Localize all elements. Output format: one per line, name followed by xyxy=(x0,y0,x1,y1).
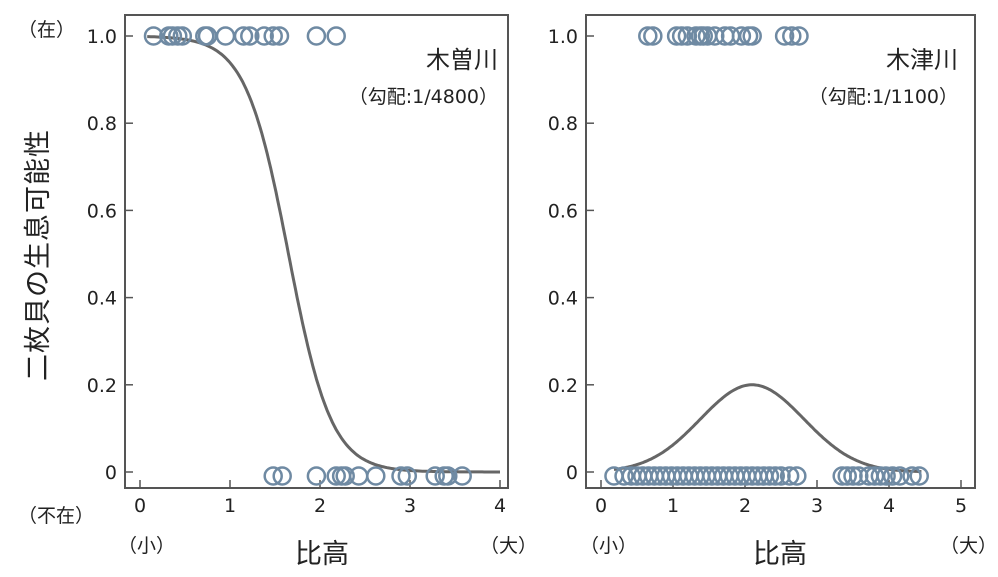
y-tick-label: 0.4 xyxy=(548,288,578,310)
absent-point xyxy=(452,466,472,486)
absent-point xyxy=(272,466,292,486)
x-tick-label: 4 xyxy=(883,495,895,517)
present-point xyxy=(215,26,236,46)
plot-frame xyxy=(124,14,509,489)
absent-point xyxy=(890,466,910,486)
present-label: （在） xyxy=(18,19,75,41)
present-point xyxy=(774,26,795,46)
present-point xyxy=(326,26,346,46)
chart-panel-1: 0 0.2 0.4 0.6 0.8 1.0 0 1 2 3 4 5 木津川 （勾配:1/1100） （小） （… xyxy=(548,14,997,570)
river-name: 木津川 xyxy=(886,46,958,74)
y-tick-label: 1.0 xyxy=(87,26,117,48)
absent-point xyxy=(326,466,346,486)
absent-label: （不在） xyxy=(18,505,94,527)
x-tick-label: 0 xyxy=(134,495,146,517)
y-tick-label: 0 xyxy=(566,462,578,484)
x-high-label: （大） xyxy=(940,535,997,557)
absent-point xyxy=(779,466,800,486)
absent-point xyxy=(902,466,922,486)
absent-point xyxy=(759,466,780,486)
absent-point xyxy=(787,466,807,486)
river-name: 木曽川 xyxy=(426,46,498,74)
present-point xyxy=(742,26,762,46)
y-tick-label: 0.6 xyxy=(548,200,578,222)
y-tick-label: 0.2 xyxy=(87,375,117,397)
x-tick-label: 5 xyxy=(955,495,967,517)
y-tick-label: 0 xyxy=(105,462,117,484)
present-point xyxy=(782,26,802,46)
x-tick-label: 4 xyxy=(494,495,506,517)
x-high-label: （大） xyxy=(480,535,537,557)
absent-point xyxy=(604,466,624,486)
x-tick-label: 1 xyxy=(224,495,236,517)
absent-point xyxy=(765,466,785,486)
present-point xyxy=(263,26,283,46)
y-tick-label: 0.2 xyxy=(548,375,578,397)
present-point xyxy=(240,26,260,46)
chart-panel-0: 0 0.2 0.4 0.6 0.8 1.0 0 1 2 3 4 木曽川 （勾配:1/4800） （小） （大… xyxy=(87,14,537,570)
present-point xyxy=(143,26,164,46)
present-point xyxy=(671,26,692,46)
present-point xyxy=(638,26,658,46)
present-point xyxy=(666,26,687,46)
panels: 0 0.2 0.4 0.6 0.8 1.0 0 1 2 3 4 木曽川 （勾配:1/4800） （小） （大… xyxy=(87,14,997,570)
present-point xyxy=(731,26,752,46)
y-tick-label: 1.0 xyxy=(548,26,578,48)
x-axis-label: 比高 xyxy=(295,539,349,570)
y-tick-label: 0.8 xyxy=(87,113,117,135)
x-tick-label: 2 xyxy=(739,495,751,517)
gradient-label: （勾配:1/4800） xyxy=(349,86,498,108)
x-tick-label: 2 xyxy=(314,495,326,517)
absent-point xyxy=(425,466,445,486)
absent-point xyxy=(614,466,634,486)
absent-point xyxy=(391,466,411,486)
absent-point xyxy=(306,466,327,486)
y-tick-label: 0.4 xyxy=(87,288,117,310)
present-point xyxy=(254,26,274,46)
x-tick-label: 3 xyxy=(811,495,823,517)
absent-point xyxy=(263,466,283,486)
y-axis-label: 二枚貝の生息可能性 xyxy=(23,129,54,381)
absent-point xyxy=(397,466,418,486)
absent-point xyxy=(909,466,929,486)
absent-point xyxy=(335,466,355,486)
present-point xyxy=(643,26,663,46)
absent-point xyxy=(876,466,896,486)
y-tick-label: 0.8 xyxy=(548,113,578,135)
absent-point xyxy=(438,466,458,486)
x-low-label: （小） xyxy=(118,535,175,557)
plot-frame xyxy=(585,14,976,489)
fit-curve xyxy=(613,383,922,474)
absent-point xyxy=(837,466,857,486)
present-point xyxy=(162,26,183,46)
present-point xyxy=(172,26,193,46)
absent-point xyxy=(870,466,891,486)
absent-point xyxy=(882,466,903,486)
y-tick-label: 0.6 xyxy=(87,200,117,222)
present-point xyxy=(269,26,290,46)
x-tick-label: 0 xyxy=(595,495,607,517)
x-tick-label: 1 xyxy=(667,495,679,517)
x-tick-label: 3 xyxy=(404,495,416,517)
absent-point xyxy=(366,466,386,486)
gradient-label: （勾配:1/1100） xyxy=(809,86,958,108)
present-point xyxy=(233,26,254,46)
present-point xyxy=(789,26,809,46)
x-axis-label: 比高 xyxy=(753,539,807,570)
x-low-label: （小） xyxy=(580,535,637,557)
present-point xyxy=(306,26,327,46)
